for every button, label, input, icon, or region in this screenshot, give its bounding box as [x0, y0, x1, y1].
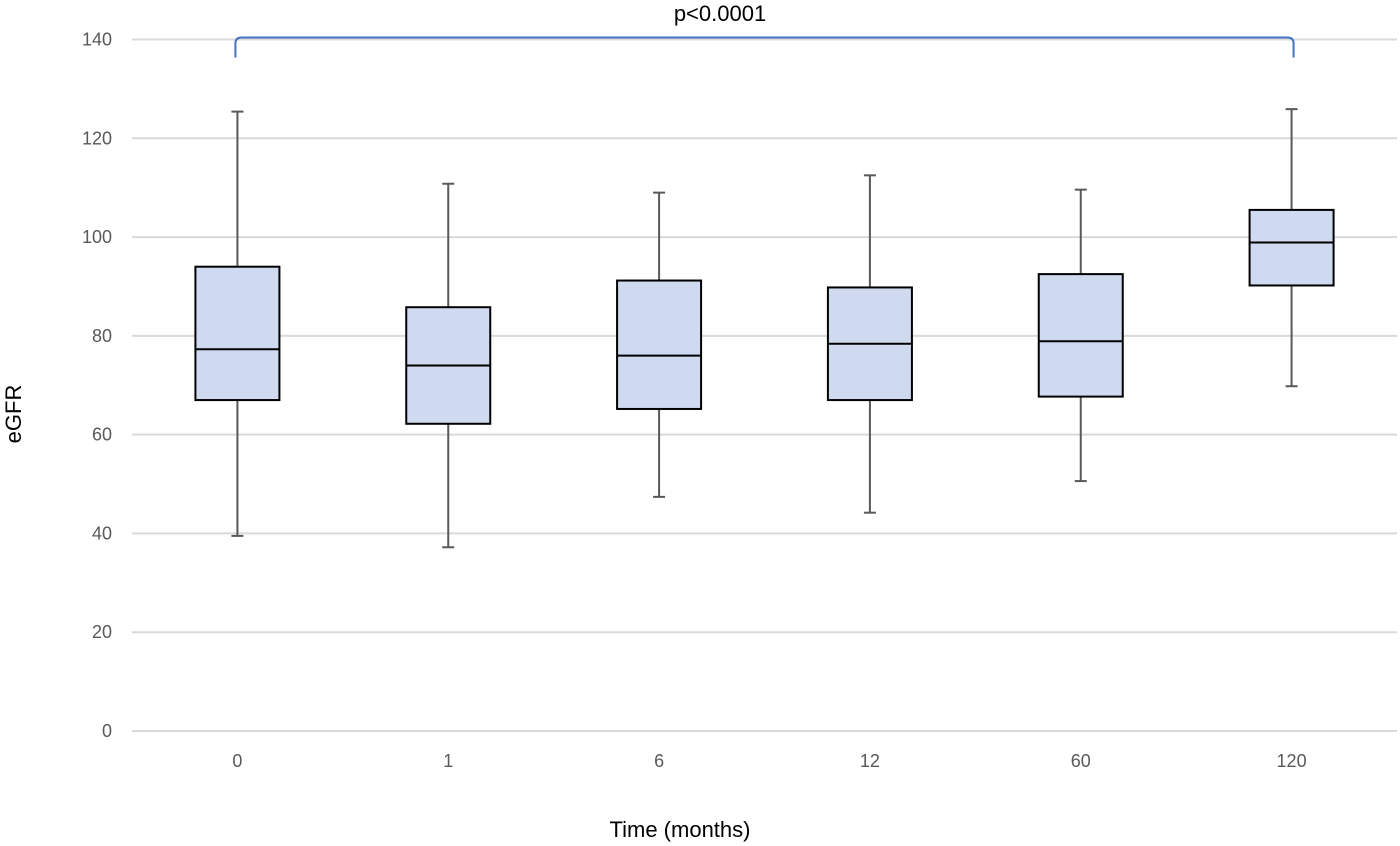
x-tick-label: 120	[1277, 751, 1307, 771]
iqr-box	[1248, 208, 1335, 287]
iqr-box	[1037, 273, 1124, 398]
x-tick-label: 60	[1071, 751, 1091, 771]
bracket-line	[234, 36, 1295, 58]
gridlines	[132, 38, 1397, 732]
box-0	[194, 110, 281, 537]
y-axis-ticks: 0 20 40 60 80 100 120 140	[82, 30, 112, 742]
y-tick-label: 140	[82, 30, 112, 50]
x-tick-label: 12	[860, 751, 880, 771]
y-tick-label: 40	[92, 523, 112, 543]
x-axis-ticks: 0 1 6 12 60 120	[232, 751, 1306, 771]
p-value-label: p<0.0001	[674, 1, 766, 26]
y-tick-label: 120	[82, 128, 112, 148]
significance-bracket	[234, 36, 1295, 58]
x-tick-label: 1	[443, 751, 453, 771]
box-series	[194, 108, 1335, 549]
y-tick-label: 60	[92, 425, 112, 445]
iqr-box	[194, 265, 281, 402]
box-6	[616, 191, 703, 498]
x-tick-label: 6	[654, 751, 664, 771]
y-tick-label: 0	[102, 721, 112, 741]
iqr-box	[616, 279, 703, 410]
box-1	[405, 182, 492, 549]
x-tick-label: 0	[232, 751, 242, 771]
y-tick-label: 80	[92, 326, 112, 346]
y-tick-label: 100	[82, 227, 112, 247]
x-axis-title: Time (months)	[610, 817, 751, 842]
y-tick-label: 20	[92, 622, 112, 642]
box-60	[1037, 188, 1124, 483]
y-axis-title: eGFR	[1, 385, 26, 444]
box-12	[826, 174, 913, 514]
box-120	[1248, 108, 1335, 388]
